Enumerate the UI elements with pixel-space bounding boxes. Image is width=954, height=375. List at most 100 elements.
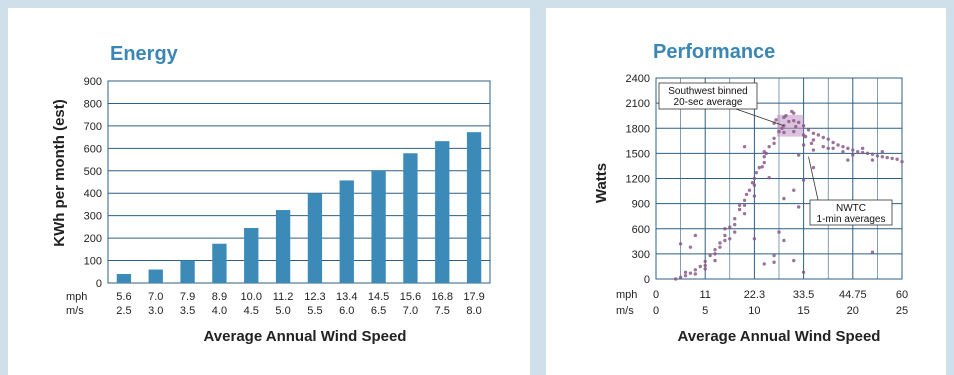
performance-point bbox=[821, 135, 825, 140]
performance-point bbox=[688, 245, 693, 249]
performance-point bbox=[703, 263, 707, 268]
performance-point bbox=[723, 227, 727, 231]
performance-point bbox=[703, 267, 707, 271]
performance-point bbox=[900, 160, 904, 164]
performance-x-tick-mph: 33.5 bbox=[793, 289, 814, 301]
energy-bar bbox=[435, 141, 450, 283]
performance-point bbox=[708, 253, 712, 258]
performance-point bbox=[780, 126, 784, 130]
performance-point bbox=[742, 144, 747, 149]
performance-point bbox=[875, 154, 880, 158]
performance-point bbox=[772, 260, 776, 264]
performance-point bbox=[733, 217, 737, 221]
performance-point bbox=[792, 258, 796, 263]
performance-point bbox=[801, 178, 806, 182]
performance-title: Performance bbox=[653, 41, 775, 63]
performance-point bbox=[803, 134, 808, 139]
performance-point bbox=[870, 158, 875, 162]
energy-plot-frame bbox=[107, 80, 491, 284]
performance-point bbox=[890, 156, 894, 161]
energy-x-tick-mph: 8.9 bbox=[212, 291, 227, 303]
performance-point bbox=[796, 120, 801, 125]
performance-point bbox=[757, 165, 762, 170]
performance-point bbox=[860, 146, 865, 151]
performance-x-tick-mph: 44.75 bbox=[839, 289, 867, 301]
performance-point bbox=[742, 203, 747, 207]
performance-point bbox=[794, 124, 798, 129]
performance-point bbox=[885, 155, 889, 160]
performance-y-tick-label: 1200 bbox=[626, 174, 650, 186]
performance-point bbox=[846, 158, 850, 162]
performance-point bbox=[782, 130, 786, 135]
performance-point bbox=[782, 238, 786, 243]
energy-y-tick-label: 900 bbox=[84, 76, 102, 88]
performance-point bbox=[772, 253, 776, 258]
performance-x-tick-ms: 15 bbox=[797, 305, 809, 317]
performance-unit-ms: m/s bbox=[616, 305, 634, 317]
performance-point bbox=[792, 119, 796, 123]
performance-point bbox=[826, 137, 830, 141]
performance-point bbox=[678, 275, 683, 280]
energy-x-tick-mph: 5.6 bbox=[116, 291, 131, 303]
performance-point bbox=[760, 165, 764, 169]
performance-point bbox=[744, 192, 749, 197]
performance-point bbox=[787, 119, 791, 124]
energy-y-tick-label: 600 bbox=[84, 143, 102, 155]
performance-point bbox=[713, 247, 717, 252]
performance-point bbox=[841, 150, 845, 154]
performance-y-tick-label: 900 bbox=[632, 199, 650, 211]
performance-point bbox=[865, 151, 870, 156]
performance-point bbox=[713, 252, 717, 256]
performance-point bbox=[809, 141, 814, 146]
performance-point bbox=[860, 150, 865, 155]
performance-point bbox=[718, 241, 722, 245]
performance-point bbox=[750, 180, 755, 185]
performance-point bbox=[698, 264, 702, 269]
performance-point bbox=[747, 188, 752, 192]
energy-x-tick-ms: 6.5 bbox=[371, 305, 386, 317]
performance-x-tick-mph: 0 bbox=[653, 289, 659, 301]
energy-bar bbox=[116, 274, 132, 283]
performance-point bbox=[801, 143, 806, 147]
performance-point bbox=[678, 242, 683, 246]
performance-point bbox=[762, 155, 766, 159]
performance-point bbox=[784, 113, 788, 118]
energy-x-tick-mph: 17.9 bbox=[463, 291, 484, 303]
energy-x-tick-ms: 7.0 bbox=[403, 305, 418, 317]
performance-y-tick-label: 0 bbox=[644, 274, 650, 286]
performance-panel: Performance Watts Average Annual Wind Sp… bbox=[546, 8, 946, 375]
performance-point bbox=[792, 188, 796, 192]
performance-y-tick-label: 2400 bbox=[626, 73, 650, 85]
performance-point bbox=[733, 230, 737, 234]
performance-point bbox=[752, 183, 757, 187]
performance-point bbox=[767, 144, 771, 149]
performance-point bbox=[846, 146, 850, 151]
performance-point bbox=[801, 270, 806, 274]
energy-x-tick-mph: 14.5 bbox=[368, 291, 389, 303]
performance-x-tick-ms: 10 bbox=[748, 305, 760, 317]
performance-point bbox=[762, 160, 766, 165]
performance-point bbox=[728, 237, 732, 241]
performance-x-tick-ms: 5 bbox=[702, 305, 708, 317]
performance-y-tick-label: 1800 bbox=[626, 123, 650, 135]
performance-point bbox=[831, 146, 835, 151]
energy-x-tick-ms: 2.5 bbox=[116, 305, 131, 317]
performance-point bbox=[796, 205, 801, 209]
performance-point bbox=[752, 176, 757, 181]
performance-point bbox=[831, 140, 835, 145]
performance-point bbox=[723, 233, 727, 238]
performance-point bbox=[782, 196, 786, 201]
performance-point bbox=[851, 148, 855, 152]
energy-bar bbox=[148, 269, 163, 283]
energy-x-tick-mph: 15.6 bbox=[400, 291, 421, 303]
performance-point bbox=[821, 144, 825, 149]
performance-y-tick-label: 2100 bbox=[626, 98, 650, 110]
performance-point bbox=[880, 150, 885, 154]
energy-bar bbox=[307, 193, 323, 283]
energy-x-tick-mph: 7.9 bbox=[180, 291, 195, 303]
performance-point bbox=[790, 109, 794, 114]
energy-chart: Energy KWh per month (est) Average Annua… bbox=[51, 43, 491, 345]
performance-point bbox=[826, 146, 830, 151]
performance-point bbox=[806, 128, 811, 132]
energy-title: Energy bbox=[110, 43, 179, 65]
